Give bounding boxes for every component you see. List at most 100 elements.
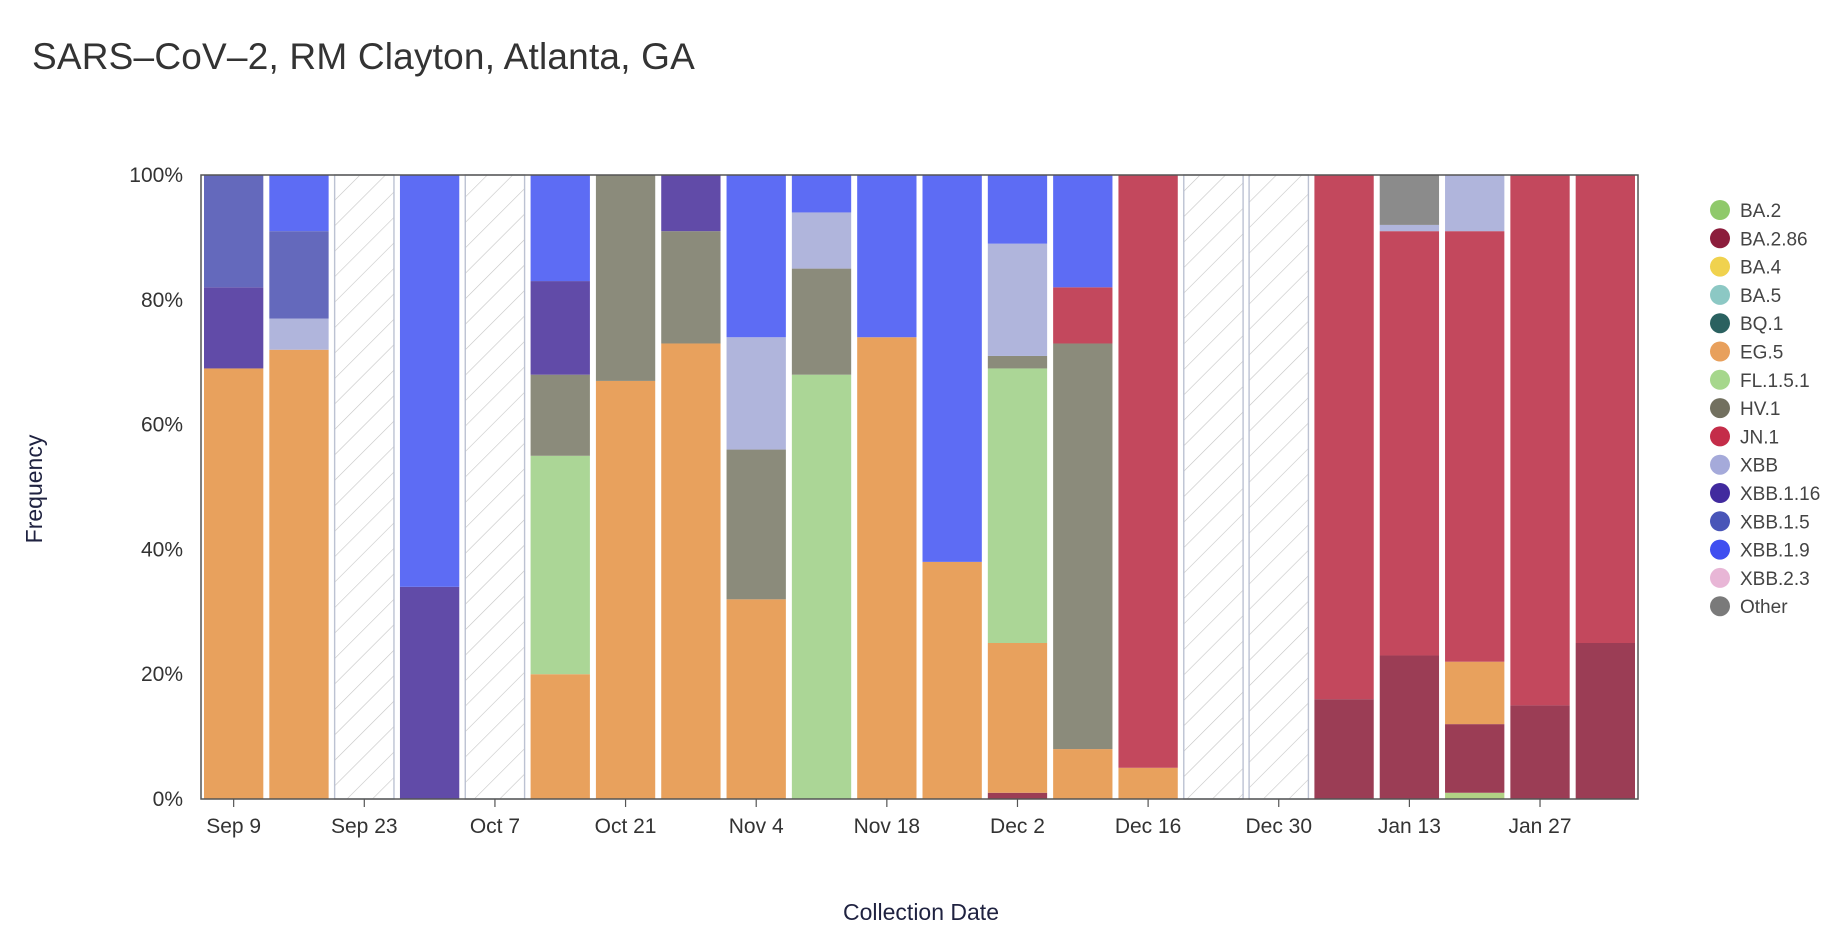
bar-14-segment-eg-5[interactable] xyxy=(1118,767,1178,799)
legend-swatch-ba-4 xyxy=(1710,256,1730,277)
bar-1-segment-xbb-1-5[interactable] xyxy=(269,231,329,319)
legend-swatch-xbb-1-16 xyxy=(1710,483,1730,503)
bar-7-segment-hv-1[interactable] xyxy=(661,231,721,344)
bar-20-segment-jn-1[interactable] xyxy=(1510,175,1570,706)
empty-bar-4 xyxy=(464,174,526,800)
legend-swatch-eg-5 xyxy=(1710,341,1730,362)
legend-swatch-bq-1 xyxy=(1710,313,1730,334)
legend-swatch-xbb-1-9 xyxy=(1710,539,1730,560)
legend-label-jn-1[interactable]: JN.1 xyxy=(1740,427,1779,448)
bar-6-segment-hv-1[interactable] xyxy=(595,175,656,381)
bar-20-segment-ba-2-86[interactable] xyxy=(1510,705,1570,799)
legend-label-other[interactable]: Other xyxy=(1740,597,1788,618)
bar-12-segment-hv-1[interactable] xyxy=(987,355,1048,369)
bar-13-segment-jn-1[interactable] xyxy=(1053,287,1113,344)
bar-5-segment-eg-5[interactable] xyxy=(530,674,590,799)
bar-19-segment-jn-1[interactable] xyxy=(1445,231,1505,662)
bar-12-segment-fl-1-5-1[interactable] xyxy=(987,368,1048,643)
bar-5-segment-fl-1-5-1[interactable] xyxy=(530,455,590,675)
bar-9-segment-hv-1[interactable] xyxy=(791,268,852,375)
bar-13-segment-xbb-1-9[interactable] xyxy=(1053,175,1113,288)
bar-21-segment-jn-1[interactable] xyxy=(1575,175,1635,643)
bar-3-segment-xbb-1-9[interactable] xyxy=(399,175,460,587)
bar-10-segment-xbb-1-9[interactable] xyxy=(857,175,917,338)
legend-label-xbb-1-5[interactable]: XBB.1.5 xyxy=(1740,512,1810,533)
bar-12-segment-xbb-1-9[interactable] xyxy=(987,175,1048,244)
legend-swatch-fl-1-5-1 xyxy=(1710,369,1730,390)
bar-18-segment-xbb[interactable] xyxy=(1379,224,1440,232)
legend-label-xbb-2-3[interactable]: XBB.2.3 xyxy=(1740,569,1810,590)
bar-17-segment-ba-2-86[interactable] xyxy=(1314,699,1374,799)
legend-label-xbb-1-16[interactable]: XBB.1.16 xyxy=(1740,484,1820,505)
legend-label-ba-4[interactable]: BA.4 xyxy=(1740,258,1782,279)
bar-12-segment-ba-2-86[interactable] xyxy=(987,792,1048,799)
legend-label-hv-1[interactable]: HV.1 xyxy=(1740,399,1781,420)
x-tick-label: Sep 23 xyxy=(331,815,398,838)
bar-8-segment-xbb-1-9[interactable] xyxy=(726,175,786,338)
empty-bar-2 xyxy=(333,174,395,800)
x-tick-label: Dec 30 xyxy=(1245,815,1312,838)
bar-0-segment-eg-5[interactable] xyxy=(204,368,264,799)
legend-label-fl-1-5-1[interactable]: FL.1.5.1 xyxy=(1740,371,1810,392)
x-tick-label: Oct 7 xyxy=(470,815,520,838)
bar-3-segment-xbb-1-16[interactable] xyxy=(399,586,460,799)
bar-11-segment-eg-5[interactable] xyxy=(922,561,982,799)
legend-label-bq-1[interactable]: BQ.1 xyxy=(1740,314,1783,335)
bar-8-segment-hv-1[interactable] xyxy=(726,449,786,600)
bar-9-segment-fl-1-5-1[interactable] xyxy=(791,374,852,799)
x-tick-label: Nov 18 xyxy=(854,815,921,838)
legend-label-xbb[interactable]: XBB xyxy=(1740,456,1778,477)
bar-9-segment-xbb-1-9[interactable] xyxy=(791,175,852,213)
bar-19-segment-ba-2-86[interactable] xyxy=(1445,724,1505,793)
bar-21-segment-ba-2-86[interactable] xyxy=(1575,643,1635,799)
chart-title: SARS–CoV–2, RM Clayton, Atlanta, GA xyxy=(32,36,696,77)
bar-8-segment-eg-5[interactable] xyxy=(726,599,786,799)
bar-11-segment-xbb-1-9[interactable] xyxy=(922,175,982,562)
legend: BA.2 BA.2.86 BA.4 BA.5 BQ.1 EG.5 FL.1.5.1 HV.1 J… xyxy=(1710,200,1820,618)
bar-12-segment-xbb[interactable] xyxy=(987,243,1048,356)
bar-1-segment-eg-5[interactable] xyxy=(269,349,329,799)
bar-5-segment-xbb-1-9[interactable] xyxy=(530,175,590,282)
legend-swatch-ba-2 xyxy=(1710,200,1730,220)
bar-17-segment-jn-1[interactable] xyxy=(1314,175,1374,700)
legend-label-ba-2-86[interactable]: BA.2.86 xyxy=(1740,229,1808,250)
bar-14-segment-jn-1[interactable] xyxy=(1118,175,1178,768)
y-axis-title: Frequency xyxy=(21,434,47,543)
bar-13-segment-eg-5[interactable] xyxy=(1053,749,1113,799)
bar-1-segment-xbb-1-9[interactable] xyxy=(269,175,329,232)
bar-18-segment-jn-1[interactable] xyxy=(1379,231,1440,656)
bar-0-segment-xbb-1-5[interactable] xyxy=(204,175,264,288)
legend-label-xbb-1-9[interactable]: XBB.1.9 xyxy=(1740,541,1810,562)
x-axis: Sep 9 Sep 23 Oct 7 Oct 21 Nov 4 Nov 18 Dec 2 De… xyxy=(206,799,1572,838)
legend-label-eg-5[interactable]: EG.5 xyxy=(1740,343,1783,364)
y-tick-label: 20% xyxy=(141,663,183,686)
y-axis: 0% 20% 40% 60% 80% 100% xyxy=(129,164,183,811)
legend-label-ba-2[interactable]: BA.2 xyxy=(1740,201,1781,222)
bar-13-segment-hv-1[interactable] xyxy=(1053,343,1113,750)
bar-5-segment-xbb-1-16[interactable] xyxy=(530,281,590,375)
legend-swatch-ba-2-86 xyxy=(1710,228,1730,249)
legend-label-ba-5[interactable]: BA.5 xyxy=(1740,286,1781,307)
bar-19-segment-xbb[interactable] xyxy=(1445,175,1505,232)
bar-18-segment-ba-2-86[interactable] xyxy=(1379,655,1440,799)
bar-10-segment-eg-5[interactable] xyxy=(857,337,917,799)
bar-7-segment-xbb-1-16[interactable] xyxy=(661,175,721,232)
bar-7-segment-eg-5[interactable] xyxy=(661,343,721,799)
bar-9-segment-xbb[interactable] xyxy=(791,212,852,269)
y-tick-label: 80% xyxy=(141,289,183,312)
bar-8-segment-xbb[interactable] xyxy=(726,337,786,450)
bar-5-segment-hv-1[interactable] xyxy=(530,374,590,456)
bar-12-segment-eg-5[interactable] xyxy=(987,643,1048,793)
legend-swatch-xbb-2-3 xyxy=(1710,567,1730,588)
x-tick-label: Jan 13 xyxy=(1378,815,1441,838)
legend-swatch-other xyxy=(1710,596,1730,617)
bar-1-segment-xbb[interactable] xyxy=(269,318,329,350)
y-tick-label: 100% xyxy=(129,164,183,187)
bar-6-segment-eg-5[interactable] xyxy=(595,380,656,799)
bar-0-segment-xbb-1-16[interactable] xyxy=(204,287,264,369)
x-tick-label: Nov 4 xyxy=(729,815,784,838)
bar-18-segment-other[interactable] xyxy=(1379,175,1440,225)
bar-19-segment-ba-2[interactable] xyxy=(1445,792,1505,799)
bar-19-segment-eg-5[interactable] xyxy=(1445,661,1505,725)
bars-layer xyxy=(204,174,1635,800)
